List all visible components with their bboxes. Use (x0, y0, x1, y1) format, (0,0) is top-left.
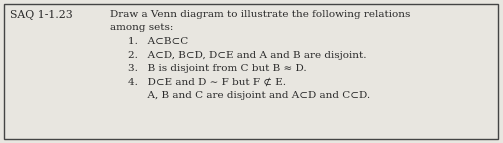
Text: A, B and C are disjoint and A⊂D and C⊂D.: A, B and C are disjoint and A⊂D and C⊂D. (128, 91, 370, 100)
Text: 1.   A⊂B⊂C: 1. A⊂B⊂C (128, 37, 188, 46)
Text: 4.   D⊂E and D ∼ F but F ⊄ E.: 4. D⊂E and D ∼ F but F ⊄ E. (128, 78, 286, 87)
Text: 2.   A⊂D, B⊂D, D⊂E and A and B are disjoint.: 2. A⊂D, B⊂D, D⊂E and A and B are disjoin… (128, 50, 367, 59)
Text: among sets:: among sets: (110, 23, 174, 32)
Text: 3.   B is disjoint from C but B ≈ D.: 3. B is disjoint from C but B ≈ D. (128, 64, 307, 73)
FancyBboxPatch shape (4, 4, 498, 139)
Text: Draw a Venn diagram to illustrate the following relations: Draw a Venn diagram to illustrate the fo… (110, 10, 410, 19)
Text: SAQ 1-1.23: SAQ 1-1.23 (10, 10, 73, 20)
